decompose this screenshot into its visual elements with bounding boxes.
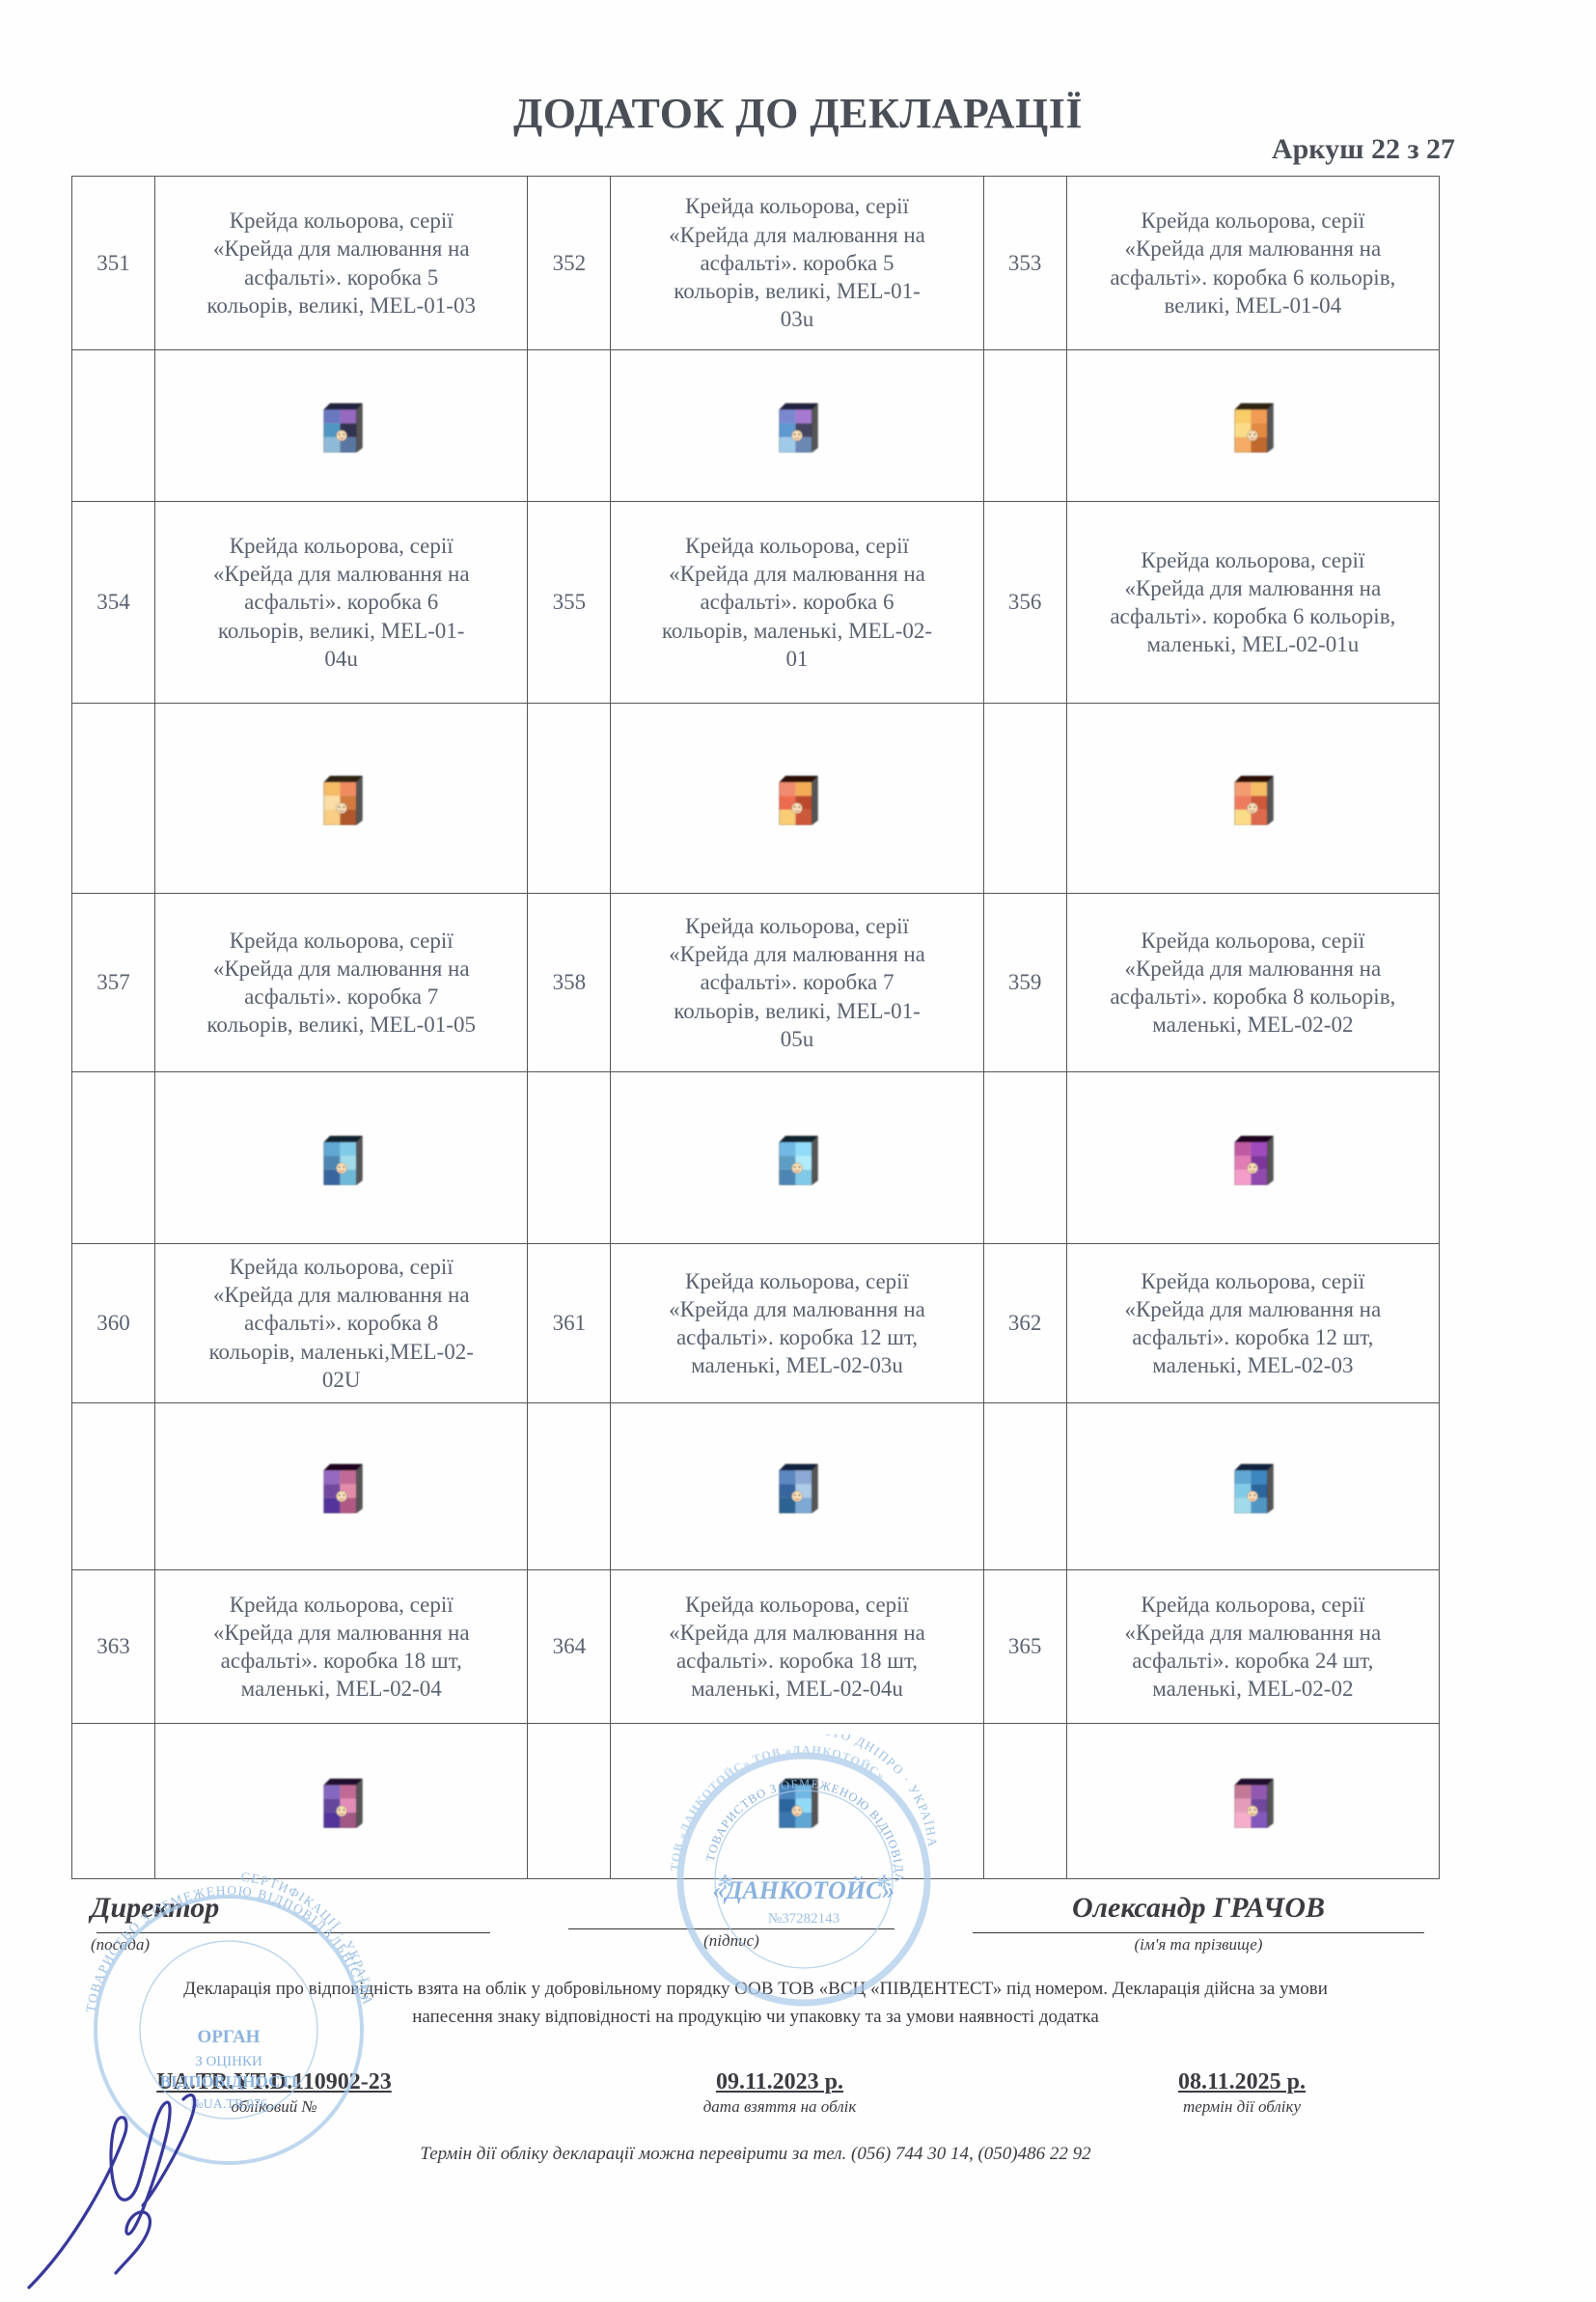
svg-text:ТОВАРИСТВО З ОБМЕЖЕНОЮ ВІДПОВІ: ТОВАРИСТВО З ОБМЕЖЕНОЮ ВІДПОВІДАЛЬНІСТЮ <box>83 1883 372 2013</box>
svg-text:З ОЦІНКИ: З ОЦІНКИ <box>195 2054 262 2069</box>
svg-text:№37282143: №37282143 <box>768 1911 839 1927</box>
svg-text:ОРГАН: ОРГАН <box>198 2027 261 2047</box>
svg-text:✻: ✻ <box>876 1872 893 1894</box>
svg-text:✻: ✻ <box>717 1872 733 1894</box>
svg-text:«ДАНКОТОЙС»: «ДАНКОТОЙС» <box>713 1876 895 1904</box>
